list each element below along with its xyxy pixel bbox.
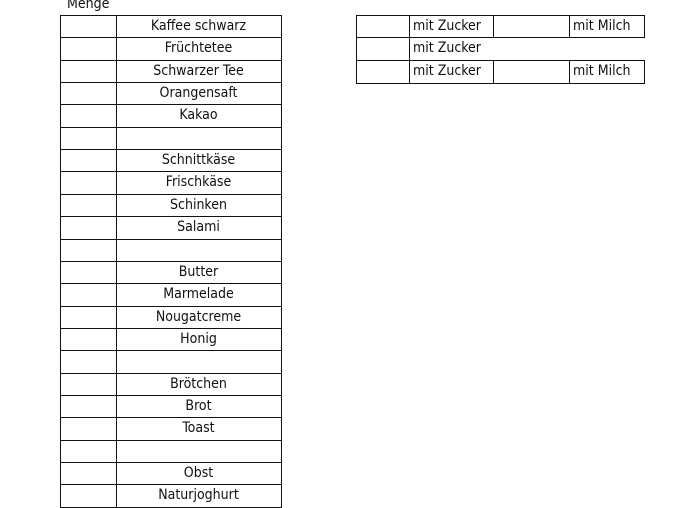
item-name: Kakao bbox=[115, 104, 282, 129]
quantity-input[interactable] bbox=[60, 372, 117, 397]
quantity-input[interactable] bbox=[60, 37, 117, 62]
empty-area bbox=[569, 37, 645, 62]
item-name: Kaffee schwarz bbox=[115, 15, 282, 39]
option-checkbox-cell[interactable] bbox=[492, 59, 571, 84]
empty-item-cell bbox=[115, 238, 282, 263]
item-name: Schnittkäse bbox=[115, 149, 282, 173]
quantity-input[interactable] bbox=[60, 149, 117, 173]
quantity-input[interactable] bbox=[60, 484, 117, 508]
empty-item-cell bbox=[115, 439, 282, 464]
item-name: Obst bbox=[115, 462, 282, 486]
item-name: Naturjoghurt bbox=[115, 484, 282, 508]
item-name: Toast bbox=[115, 417, 282, 442]
quantity-input[interactable] bbox=[60, 462, 117, 486]
empty-item-cell bbox=[115, 350, 282, 375]
quantity-input[interactable] bbox=[60, 82, 117, 106]
quantity-input[interactable] bbox=[60, 216, 117, 240]
option-label: mit Milch bbox=[569, 59, 645, 84]
quantity-input[interactable] bbox=[60, 417, 117, 442]
item-name: Orangensaft bbox=[115, 82, 282, 106]
quantity-input[interactable] bbox=[60, 260, 117, 285]
item-name: Früchtetee bbox=[115, 37, 282, 62]
quantity-input[interactable] bbox=[60, 59, 117, 84]
item-name: Schwarzer Tee bbox=[115, 59, 282, 84]
quantity-input[interactable] bbox=[60, 193, 117, 218]
option-checkbox-cell[interactable] bbox=[356, 37, 411, 62]
quantity-input[interactable] bbox=[60, 171, 117, 196]
item-name: Nougatcreme bbox=[115, 305, 282, 330]
quantity-input[interactable] bbox=[60, 104, 117, 129]
item-name: Butter bbox=[115, 260, 282, 285]
quantity-input[interactable] bbox=[60, 327, 117, 352]
quantity-input[interactable] bbox=[60, 394, 117, 419]
quantity-input[interactable] bbox=[60, 305, 117, 330]
item-name: Schinken bbox=[115, 193, 282, 218]
item-name: Salami bbox=[115, 216, 282, 240]
empty-area bbox=[492, 37, 571, 62]
option-label: mit Milch bbox=[569, 15, 645, 39]
quantity-input[interactable] bbox=[60, 439, 117, 464]
option-label: mit Zucker bbox=[409, 37, 494, 62]
item-name: Honig bbox=[115, 327, 282, 352]
option-label: mit Zucker bbox=[409, 15, 494, 39]
quantity-input[interactable] bbox=[60, 15, 117, 39]
item-name: Brötchen bbox=[115, 372, 282, 397]
menge-label: Menge bbox=[67, 0, 110, 12]
item-name: Marmelade bbox=[115, 283, 282, 308]
option-checkbox-cell[interactable] bbox=[356, 15, 411, 39]
item-name: Brot bbox=[115, 394, 282, 419]
option-checkbox-cell[interactable] bbox=[492, 15, 571, 39]
quantity-input[interactable] bbox=[60, 126, 117, 151]
option-checkbox-cell[interactable] bbox=[356, 59, 411, 84]
quantity-input[interactable] bbox=[60, 238, 117, 263]
item-name: Frischkäse bbox=[115, 171, 282, 196]
quantity-input[interactable] bbox=[60, 350, 117, 375]
empty-item-cell bbox=[115, 126, 282, 151]
option-label: mit Zucker bbox=[409, 59, 494, 84]
quantity-input[interactable] bbox=[60, 283, 117, 308]
